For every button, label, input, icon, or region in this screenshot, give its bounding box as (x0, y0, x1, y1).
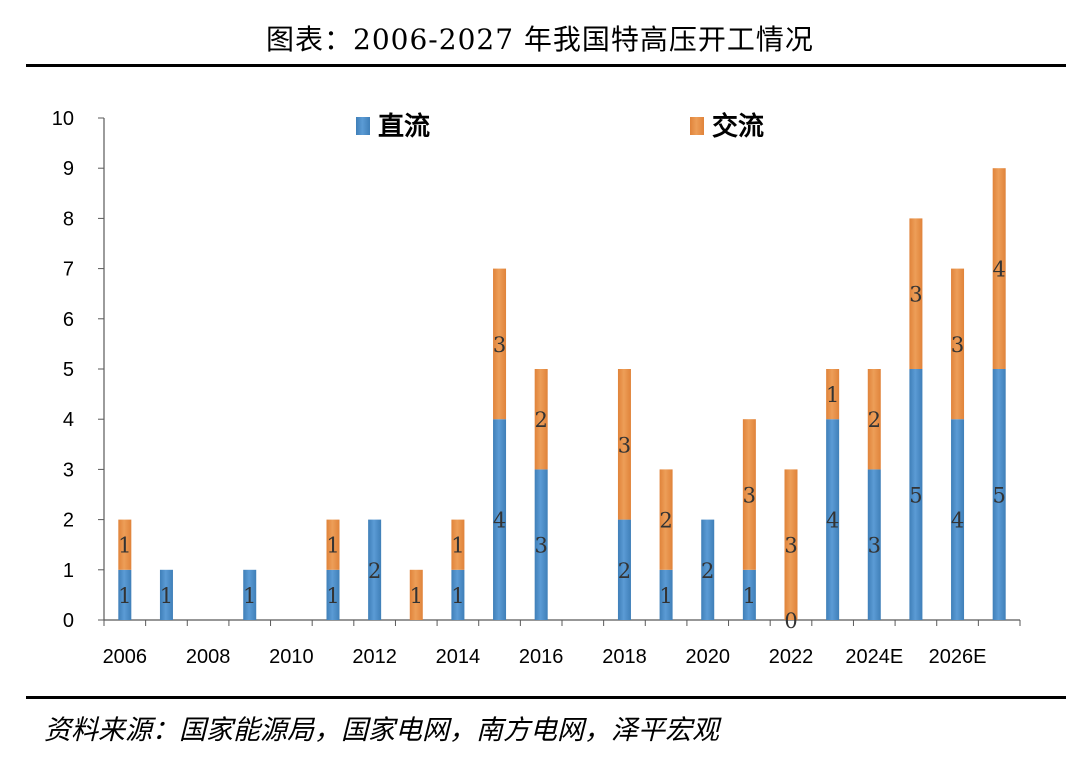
bar-ac-2024E (867, 369, 881, 470)
bar-ac-2016 (534, 369, 548, 470)
bar-dc-2021 (742, 569, 756, 620)
x-tick-label: 2026E (929, 646, 987, 668)
bar-ac-2021 (742, 419, 756, 570)
bar-ac-2027E (992, 168, 1006, 369)
y-tick-label: 7 (63, 259, 74, 281)
y-tick-label: 10 (52, 108, 74, 130)
data-label-dc: 1 (326, 584, 339, 608)
bar-dc-2026E (951, 419, 965, 620)
y-tick-label: 9 (63, 158, 74, 180)
y-tick-label: 1 (63, 560, 74, 582)
bar-dc-2009 (243, 569, 257, 620)
data-label-dc: 1 (243, 584, 256, 608)
data-label-dc: 5 (909, 484, 922, 508)
x-tick-label: 2022 (769, 646, 814, 668)
bar-ac-2022 (784, 469, 798, 620)
legend-label-ac: 交流 (712, 111, 764, 142)
bar-dc-2011 (326, 569, 340, 620)
data-label-ac: 2 (534, 408, 547, 432)
bar-ac-2013 (409, 569, 423, 620)
title-divider (26, 64, 1066, 67)
x-tick-label: 2020 (685, 646, 730, 668)
data-label-ac: 4 (992, 258, 1005, 282)
data-label-dc: 0 (784, 609, 797, 633)
data-label-dc: 5 (992, 484, 1005, 508)
bar-dc-2007 (159, 569, 173, 620)
data-label-dc: 4 (493, 509, 506, 533)
data-label-ac: 2 (659, 509, 672, 533)
data-label-dc: 1 (743, 584, 756, 608)
legend-swatch-dc (356, 117, 370, 135)
y-tick-label: 5 (63, 359, 74, 381)
bar-dc-2014 (451, 569, 465, 620)
legend-swatch-ac (690, 117, 704, 135)
bar-dc-2006 (118, 569, 132, 620)
bar-ac-2006 (118, 519, 132, 570)
data-label-ac: 3 (909, 283, 922, 307)
data-label-ac: 3 (784, 534, 797, 558)
bar-ac-2026E (951, 268, 965, 420)
data-label-ac: 3 (743, 484, 756, 508)
bar-dc-2018 (617, 519, 631, 620)
data-label-dc: 4 (826, 509, 839, 533)
x-tick-label: 2014 (436, 646, 481, 668)
x-tick-label: 2012 (352, 646, 397, 668)
bar-ac-2015 (493, 268, 507, 420)
bar-ac-2023 (826, 369, 840, 420)
data-label-dc: 4 (951, 509, 964, 533)
legend-label-dc: 直流 (378, 112, 430, 142)
bar-dc-2012 (368, 519, 382, 620)
source-note: 资料来源：国家能源局，国家电网，南方电网，泽平宏观 (44, 715, 719, 746)
data-label-dc: 2 (368, 559, 381, 583)
bar-dc-2027E (992, 369, 1006, 620)
bar-ac-2011 (326, 519, 340, 570)
bar-dc-2015 (493, 419, 507, 620)
data-label-ac: 1 (118, 534, 131, 558)
data-label-dc: 3 (868, 534, 881, 558)
x-tick-label: 2024E (845, 646, 903, 668)
data-label-ac: 1 (326, 534, 339, 558)
x-tick-label: 2006 (103, 646, 148, 668)
y-tick-label: 2 (63, 510, 74, 532)
x-tick-label: 2018 (602, 646, 647, 668)
x-tick-label: 2008 (186, 646, 231, 668)
data-label-dc: 1 (659, 584, 672, 608)
data-label-dc: 1 (118, 584, 131, 608)
data-label-ac: 1 (410, 584, 423, 608)
y-tick-label: 4 (63, 409, 74, 431)
bar-ac-2019 (659, 469, 673, 570)
data-label-ac: 1 (826, 383, 839, 407)
data-label-ac: 3 (951, 333, 964, 357)
bar-ac-2014 (451, 519, 465, 570)
bar-ac-2025E (909, 218, 923, 369)
data-label-dc: 2 (701, 559, 714, 583)
bar-dc-2025E (909, 369, 923, 620)
data-label-ac: 1 (451, 534, 464, 558)
bar-dc-2024E (867, 469, 881, 620)
data-label-dc: 3 (534, 534, 547, 558)
x-tick-label: 2010 (269, 646, 314, 668)
data-label-dc: 2 (618, 559, 631, 583)
footer-divider (26, 696, 1066, 699)
y-tick-label: 6 (63, 309, 74, 331)
bar-dc-2023 (826, 419, 840, 620)
data-label-dc: 1 (160, 584, 173, 608)
y-tick-label: 8 (63, 208, 74, 230)
y-tick-label: 0 (63, 610, 74, 632)
data-label-dc: 1 (451, 584, 464, 608)
chart-title: 图表：2006-2027 年我国特高压开工情况 (266, 23, 814, 56)
x-tick-label: 2016 (519, 646, 564, 668)
y-tick-label: 3 (63, 459, 74, 481)
bar-dc-2019 (659, 569, 673, 620)
bar-dc-2016 (534, 469, 548, 620)
data-label-ac: 3 (493, 333, 506, 357)
data-label-ac: 3 (618, 433, 631, 457)
bar-ac-2018 (617, 369, 631, 520)
data-label-ac: 2 (868, 408, 881, 432)
bar-dc-2020 (701, 519, 715, 620)
